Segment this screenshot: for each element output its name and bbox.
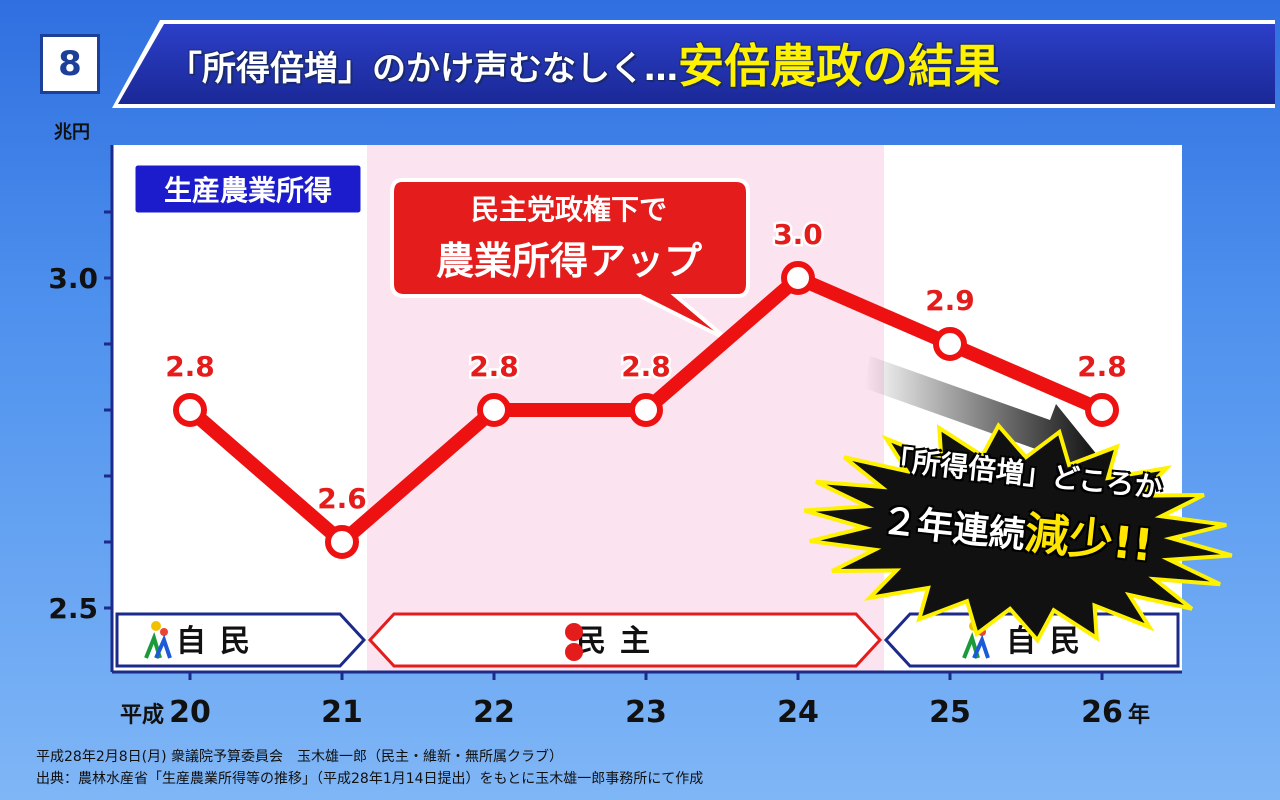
decline-arrow [864,356,1098,470]
data-label: 3.0 [773,218,823,251]
callout-line1: 民主党政権下で [470,193,667,226]
data-label: 2.8 [1077,350,1127,383]
data-point [173,393,207,427]
axes [104,145,1182,680]
burst-shape [803,422,1233,644]
chart-title-box-bg [132,162,364,216]
title-banner-shape [112,20,1275,108]
data-point [477,393,511,427]
callout-shape [390,178,750,342]
party-band-1 [367,612,883,668]
data-point [325,525,359,559]
burst-star [803,422,1233,644]
title-part2: 安倍農政の結果 [678,39,1000,93]
page-title: 「所得倍増」のかけ声むなしく… 安倍農政の結果 [168,30,1000,100]
party-label-1: 民主 [576,624,664,659]
x-tick-label: 21 [321,695,363,730]
x-tick-label: 26 [1081,695,1123,730]
callout-text: 民主党政権下で 農業所得アップ [398,188,740,285]
period-bg-0 [112,145,367,672]
data-label: 2.8 [165,350,215,383]
data-series [173,261,1119,559]
x-suffix-label: 年 [1128,702,1150,728]
data-label: 2.9 [925,284,975,317]
decline-arrow-shape [864,356,1098,470]
title-banner [0,12,1280,110]
ldp-logo-icon [144,621,172,659]
x-prefix-label: 平成 [120,703,164,728]
data-point [933,327,967,361]
data-label: 2.8 [469,350,519,383]
y-tick-label: 3.0 [48,262,98,295]
data-point [781,261,815,295]
party-band-0 [115,612,367,668]
chart-title-box: 生産農業所得 [132,162,364,216]
party-label-0: 自民 [176,624,264,659]
data-point [629,393,663,427]
x-tick-label: 20 [169,695,211,730]
callout-box [390,178,750,342]
footnote-2: 出典：農林水産省「生産農業所得等の推移」（平成28年1月14日提出）をもとに玉木… [36,771,704,787]
tick-labels: 3.0 2.5 20 21 22 23 24 25 26 平成 年 [48,262,1150,730]
x-tick-label: 23 [625,695,667,730]
y-tick-label: 2.5 [48,592,98,625]
callout-line2: 農業所得アップ [435,239,702,283]
x-tick-label: 22 [473,695,515,730]
data-label: 2.6 [317,482,367,515]
data-labels: 2.8 2.6 2.8 2.8 3.0 2.9 2.8 [163,216,1130,518]
slide-number: 8 [40,34,100,94]
x-tick-label: 24 [777,695,819,730]
footnote-1: 平成28年2月8日(月) 衆議院予算委員会 玉木雄一郎（民主・維新・無所属クラブ… [36,749,564,765]
title-part1: 「所得倍増」のかけ声むなしく… [168,49,678,89]
chart-title: 生産農業所得 [164,174,332,207]
burst-line2-b: 減少!! [1022,507,1156,572]
dpj-logo-icon [565,623,583,661]
data-point [1085,393,1119,427]
data-label: 2.8 [621,350,671,383]
x-tick-label: 25 [929,695,971,730]
y-axis-unit: 兆円 [54,122,90,143]
